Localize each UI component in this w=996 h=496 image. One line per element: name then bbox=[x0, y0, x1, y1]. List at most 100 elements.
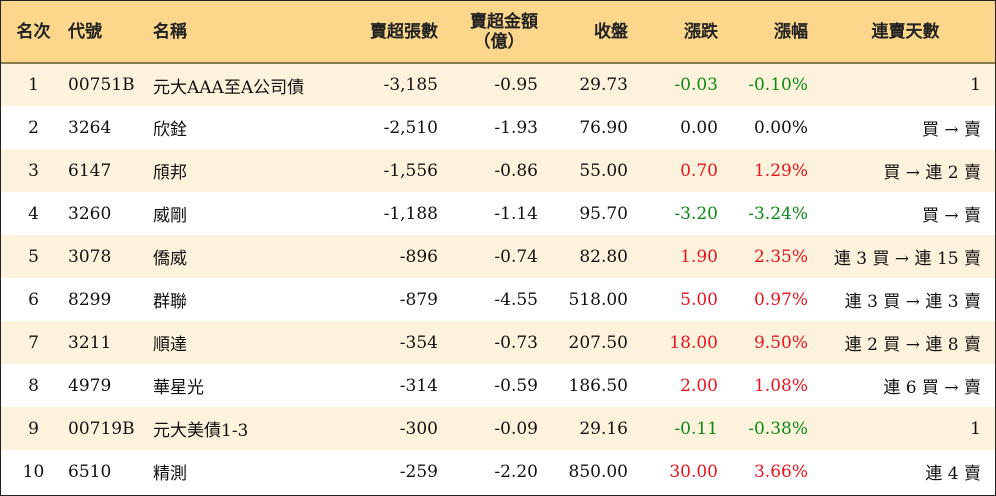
cell-close: 29.16 bbox=[579, 418, 628, 439]
cell-streak: 1 bbox=[970, 418, 981, 439]
cell-code[interactable]: 3211 bbox=[68, 332, 112, 353]
cell-change-pct: -0.38% bbox=[748, 418, 808, 439]
cell-rank: 1 bbox=[28, 75, 39, 95]
header-change-pct[interactable]: 漲幅 bbox=[774, 21, 808, 42]
cell-close: 82.80 bbox=[579, 246, 628, 267]
cell-net-sell-amount: -0.09 bbox=[494, 418, 538, 439]
cell-streak: 連 2 買 → 連 8 賣 bbox=[844, 335, 981, 355]
cell-code[interactable]: 3264 bbox=[68, 117, 112, 138]
cell-net-sell-volume: -3,185 bbox=[383, 75, 438, 95]
cell-change: -0.11 bbox=[674, 418, 718, 439]
cell-change-pct: 9.50% bbox=[753, 332, 808, 353]
cell-name[interactable]: 頎邦 bbox=[153, 163, 187, 183]
cell-name[interactable]: 威剛 bbox=[153, 206, 187, 226]
header-rank[interactable]: 名次 bbox=[16, 21, 51, 42]
cell-name[interactable]: 精測 bbox=[153, 464, 187, 484]
cell-code[interactable]: 6147 bbox=[68, 160, 112, 181]
header-net-sell-volume[interactable]: 賣超張數 bbox=[370, 21, 438, 42]
table-row[interactable]: 9 00719B 元大美債1-3 -300 -0.09 29.16 -0.11 -0.38% 1 bbox=[1, 407, 995, 450]
cell-change: -3.20 bbox=[674, 203, 718, 224]
cell-name[interactable]: 順達 bbox=[153, 335, 187, 355]
table-row[interactable]: 6 8299 群聯 -879 -4.55 518.00 5.00 0.97% 連 3 買 → 連… bbox=[1, 278, 995, 321]
header-name[interactable]: 名稱 bbox=[153, 21, 187, 42]
cell-rank: 6 bbox=[28, 289, 39, 310]
header-change[interactable]: 漲跌 bbox=[684, 21, 718, 42]
cell-change-pct: -3.24% bbox=[748, 203, 808, 224]
cell-net-sell-amount: -0.59 bbox=[494, 375, 538, 396]
table-row[interactable]: 3 6147 頎邦 -1,556 -0.86 55.00 0.70 1.29% 買 → 連 2 … bbox=[1, 149, 995, 192]
cell-streak: 買 → 賣 bbox=[921, 120, 981, 140]
cell-code[interactable]: 6510 bbox=[68, 461, 112, 482]
table-body: 1 00751B 元大AAA至A公司債 -3,185 -0.95 29.73 -0.03 -0… bbox=[1, 63, 995, 493]
cell-close: 55.00 bbox=[579, 160, 628, 181]
cell-change-pct: 0.97% bbox=[753, 289, 808, 310]
header-net-sell-amount[interactable]: 賣超金額 （億） bbox=[446, 1, 546, 63]
cell-code[interactable]: 00719B bbox=[68, 418, 135, 439]
cell-change: 1.90 bbox=[680, 246, 718, 267]
table-header: 名次 代號 名稱 賣超張數 賣超金額 （億） 收盤 漲跌 漲幅 連賣天數 bbox=[1, 1, 995, 63]
cell-streak: 買 → 連 2 賣 bbox=[883, 163, 981, 183]
header-close[interactable]: 收盤 bbox=[594, 21, 628, 42]
cell-name[interactable]: 元大AAA至A公司債 bbox=[153, 77, 305, 98]
cell-code[interactable]: 3078 bbox=[68, 246, 112, 267]
header-streak[interactable]: 連賣天數 bbox=[871, 21, 940, 42]
cell-rank: 2 bbox=[28, 117, 39, 138]
cell-change: 2.00 bbox=[680, 375, 718, 396]
header-net-sell-amount-line2: （億） bbox=[473, 31, 525, 52]
cell-net-sell-amount: -0.95 bbox=[494, 75, 538, 95]
cell-net-sell-amount: -4.55 bbox=[494, 289, 538, 310]
cell-name[interactable]: 群聯 bbox=[153, 292, 187, 312]
cell-code[interactable]: 00751B bbox=[68, 75, 135, 95]
table-row[interactable]: 5 3078 僑威 -896 -0.74 82.80 1.90 2.35% 連 3 買 → 連 … bbox=[1, 235, 995, 278]
cell-net-sell-volume: -259 bbox=[399, 461, 438, 482]
cell-streak: 連 4 賣 bbox=[925, 464, 981, 484]
cell-net-sell-volume: -1,556 bbox=[383, 160, 438, 181]
cell-streak: 連 3 買 → 連 15 賣 bbox=[833, 249, 981, 269]
cell-net-sell-volume: -879 bbox=[399, 289, 438, 310]
cell-change: 30.00 bbox=[669, 461, 718, 482]
cell-net-sell-volume: -354 bbox=[399, 332, 438, 353]
cell-net-sell-volume: -896 bbox=[399, 246, 438, 267]
cell-rank: 7 bbox=[28, 332, 39, 353]
cell-change: 18.00 bbox=[669, 332, 718, 353]
cell-change: -0.03 bbox=[674, 75, 718, 95]
table-row[interactable]: 7 3211 順達 -354 -0.73 207.50 18.00 9.50% 連 2 買 → … bbox=[1, 321, 995, 364]
table-row[interactable]: 2 3264 欣銓 -2,510 -1.93 76.90 0.00 0.00% 買 → 賣 bbox=[1, 106, 995, 149]
header-code[interactable]: 代號 bbox=[68, 21, 102, 42]
cell-name[interactable]: 華星光 bbox=[153, 378, 204, 398]
table-row[interactable]: 4 3260 威剛 -1,188 -1.14 95.70 -3.20 -3.24% 買 → 賣 bbox=[1, 192, 995, 235]
cell-net-sell-volume: -1,188 bbox=[383, 203, 438, 224]
cell-name[interactable]: 欣銓 bbox=[153, 120, 187, 140]
cell-net-sell-amount: -0.74 bbox=[494, 246, 538, 267]
cell-close: 76.90 bbox=[579, 117, 628, 138]
cell-change: 0.70 bbox=[680, 160, 718, 181]
cell-change: 5.00 bbox=[680, 289, 718, 310]
cell-rank: 5 bbox=[28, 246, 39, 267]
cell-change: 0.00 bbox=[680, 117, 718, 138]
table-row[interactable]: 1 00751B 元大AAA至A公司債 -3,185 -0.95 29.73 -0.03 -0… bbox=[1, 63, 995, 106]
cell-net-sell-amount: -0.73 bbox=[494, 332, 538, 353]
table-row[interactable]: 10 6510 精測 -259 -2.20 850.00 30.00 3.66% 連 4 賣 bbox=[1, 450, 995, 493]
cell-name[interactable]: 僑威 bbox=[153, 249, 187, 269]
cell-name[interactable]: 元大美債1-3 bbox=[153, 421, 249, 441]
cell-close: 207.50 bbox=[568, 332, 628, 353]
cell-net-sell-amount: -1.14 bbox=[494, 203, 538, 224]
cell-net-sell-volume: -314 bbox=[399, 375, 438, 396]
cell-rank: 3 bbox=[28, 160, 39, 181]
cell-change-pct: 3.66% bbox=[753, 461, 808, 482]
cell-net-sell-amount: -0.86 bbox=[494, 160, 538, 181]
cell-change-pct: 2.35% bbox=[753, 246, 808, 267]
table-row[interactable]: 8 4979 華星光 -314 -0.59 186.50 2.00 1.08% 連 6 買 → … bbox=[1, 364, 995, 407]
cell-streak: 連 3 買 → 連 3 賣 bbox=[844, 292, 981, 312]
cell-code[interactable]: 4979 bbox=[68, 375, 112, 396]
cell-change-pct: 1.29% bbox=[753, 160, 808, 181]
cell-close: 186.50 bbox=[568, 375, 628, 396]
cell-close: 29.73 bbox=[579, 75, 628, 95]
cell-change-pct: 0.00% bbox=[753, 117, 808, 138]
cell-streak: 買 → 賣 bbox=[921, 206, 981, 226]
cell-code[interactable]: 3260 bbox=[68, 203, 112, 224]
cell-net-sell-volume: -300 bbox=[399, 418, 438, 439]
cell-code[interactable]: 8299 bbox=[68, 289, 112, 310]
